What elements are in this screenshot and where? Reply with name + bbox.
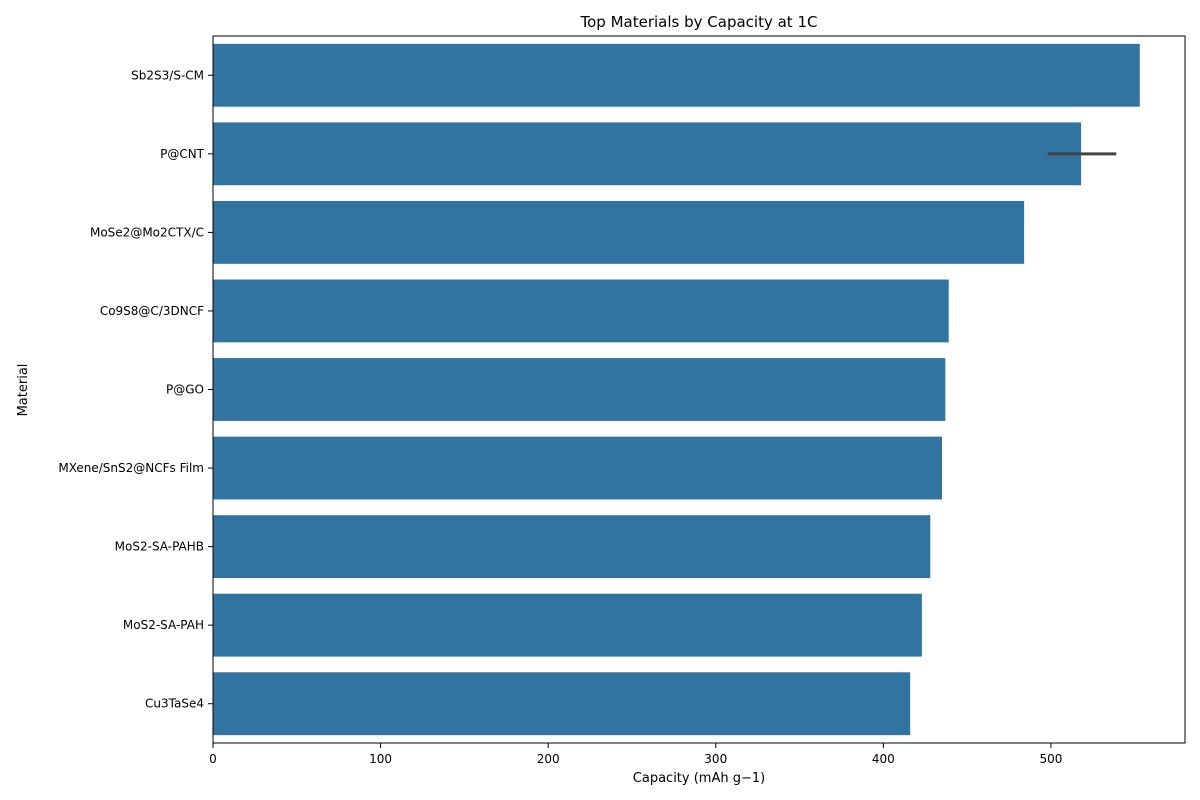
bar xyxy=(213,593,922,657)
bar xyxy=(213,672,911,736)
y-tick-label: P@CNT xyxy=(160,147,205,161)
bar xyxy=(213,279,949,343)
y-tick-label: Sb2S3/S-CM xyxy=(131,68,204,82)
y-tick-label: Co9S8@C/3DNCF xyxy=(100,304,204,318)
bars-group xyxy=(213,43,1140,736)
chart-title: Top Materials by Capacity at 1C xyxy=(580,13,818,31)
y-tick-label: Cu3TaSe4 xyxy=(145,697,204,711)
x-axis-label: Capacity (mAh g−1) xyxy=(633,771,765,786)
x-tick-label: 500 xyxy=(1039,752,1062,766)
y-tick-label: P@GO xyxy=(166,383,204,397)
bar xyxy=(213,436,942,500)
y-tick-label: MoSe2@Mo2CTX/C xyxy=(90,225,204,239)
y-tick-label: MoS2-SA-PAH xyxy=(123,618,204,632)
bar xyxy=(213,200,1025,264)
x-tick-label: 200 xyxy=(537,752,560,766)
x-axis-ticks: 0 100 200 300 400 500 xyxy=(209,743,1062,766)
x-tick-label: 0 xyxy=(209,752,217,766)
y-tick-label: MoS2-SA-PAHB xyxy=(115,540,204,554)
x-tick-label: 300 xyxy=(704,752,727,766)
bar xyxy=(213,358,946,421)
x-tick-label: 100 xyxy=(369,752,392,766)
y-axis-label: Material xyxy=(16,364,31,417)
plot-frame xyxy=(212,35,1186,744)
bar xyxy=(213,515,931,579)
bar xyxy=(213,122,1082,186)
bar xyxy=(213,43,1140,107)
y-axis-ticks: Sb2S3/S-CM P@CNT MoSe2@Mo2CTX/C Co9S8@C/3DN… xyxy=(58,68,213,711)
x-tick-label: 400 xyxy=(872,752,895,766)
y-tick-label: MXene/SnS2@NCFs Film xyxy=(58,461,204,475)
